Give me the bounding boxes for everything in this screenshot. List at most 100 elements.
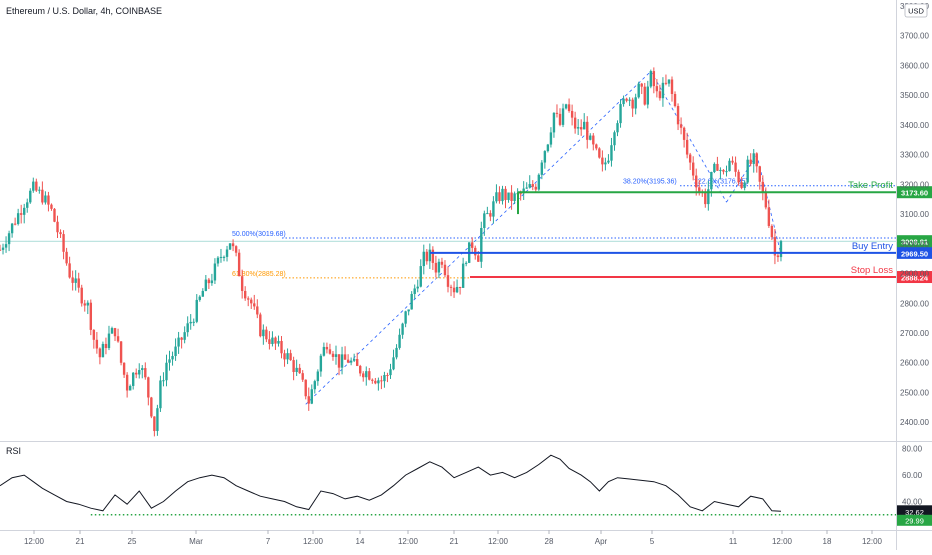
candle-body — [65, 251, 68, 264]
candle-body — [274, 337, 277, 344]
candle-body — [150, 397, 153, 417]
candle-body — [628, 99, 631, 101]
candle-body — [138, 370, 141, 375]
stop-loss-price-badge — [897, 271, 932, 284]
candle-body — [368, 371, 371, 380]
fib-382-label: 38.20%(3195.36) — [623, 179, 677, 186]
candle-body — [189, 321, 192, 324]
candle-body — [128, 385, 132, 391]
candle-body — [389, 369, 392, 376]
candle-body — [144, 368, 147, 378]
fib-618-label: 61.80%(2885.28) — [232, 271, 286, 278]
time-tick-label: 12:00 — [772, 537, 793, 546]
candle-body — [125, 374, 129, 391]
candle-body — [307, 396, 310, 404]
candle-body — [174, 346, 177, 357]
candle-body — [525, 187, 528, 189]
candle-body — [658, 91, 662, 99]
price-tick-label: 3400.00 — [900, 121, 929, 130]
price-tick-label: 3500.00 — [900, 91, 929, 100]
candle-body — [698, 187, 701, 192]
time-tick-label: 11 — [729, 537, 738, 546]
candle-body — [495, 192, 498, 202]
candle-body — [758, 166, 761, 182]
candle-body — [4, 244, 8, 248]
candle-body — [156, 408, 159, 432]
candle-body — [655, 86, 659, 92]
candle-body — [604, 162, 607, 165]
stop-loss-price-badge-text: 2888.24 — [901, 274, 929, 283]
candle-body — [77, 278, 80, 288]
candle-body — [740, 182, 743, 188]
candle-body — [704, 192, 707, 205]
candle-body — [26, 202, 29, 208]
time-tick-label: 7 — [266, 537, 271, 546]
buy-entry-price-badge — [897, 246, 932, 259]
candle-body — [74, 278, 77, 283]
candle-body — [301, 373, 304, 380]
candle-body — [776, 255, 780, 258]
candle-body — [631, 99, 634, 109]
time-tick-label: 21 — [450, 537, 459, 546]
candle-body — [404, 311, 407, 324]
currency-badge[interactable]: USD — [904, 3, 928, 18]
candle-body — [101, 343, 105, 358]
candle-body — [601, 157, 604, 165]
candle-body — [340, 354, 344, 368]
candle-body — [177, 337, 180, 347]
candle-body — [319, 355, 323, 372]
fib-50-label: 50.00%(3019.68) — [232, 231, 286, 238]
candle-body — [204, 279, 208, 291]
candle-body — [743, 182, 746, 188]
candle-body — [192, 321, 195, 323]
candle-body — [543, 151, 547, 163]
candle-body — [13, 223, 17, 225]
candle-body — [634, 97, 637, 109]
candle-body — [16, 213, 20, 224]
candle-body — [107, 333, 111, 349]
candle-body — [583, 121, 586, 130]
candle-body — [32, 181, 35, 191]
candle-body — [7, 233, 11, 245]
candle-body — [141, 368, 144, 371]
candle-body — [625, 98, 628, 101]
candle-body — [219, 256, 223, 258]
candle-body — [770, 225, 774, 238]
candle-body — [110, 328, 114, 334]
candle-body — [725, 171, 728, 173]
candle-body — [395, 347, 398, 358]
candle-body — [243, 290, 247, 299]
time-tick-label: 25 — [128, 537, 137, 546]
candle-body — [455, 286, 459, 293]
candle-body — [749, 159, 752, 164]
candle-body — [349, 360, 353, 363]
rsi-last-badge — [897, 505, 932, 518]
candle-body — [477, 255, 480, 262]
candle-body — [380, 380, 383, 382]
candle-body — [86, 302, 89, 306]
candle-body — [719, 169, 722, 171]
candle-body — [755, 153, 758, 167]
candle-body — [564, 104, 568, 109]
candle-body — [262, 329, 265, 337]
candle-body — [507, 192, 510, 200]
candle-body — [289, 353, 292, 361]
candle-body — [365, 371, 368, 378]
candle-body — [713, 163, 716, 172]
candle-body — [519, 193, 522, 195]
candle-body — [165, 362, 168, 381]
candle-body — [352, 359, 356, 361]
time-tick-label: Apr — [595, 537, 608, 546]
candle-body — [35, 181, 38, 191]
candle-body — [313, 381, 317, 390]
candle-body — [104, 343, 108, 349]
candle-body — [558, 113, 562, 125]
candle-body — [449, 286, 453, 288]
candle-body — [643, 86, 646, 105]
candle-body — [195, 299, 198, 322]
price-tick-label: 3700.00 — [900, 32, 929, 41]
candle-body — [247, 298, 250, 300]
candle-body — [201, 290, 205, 297]
